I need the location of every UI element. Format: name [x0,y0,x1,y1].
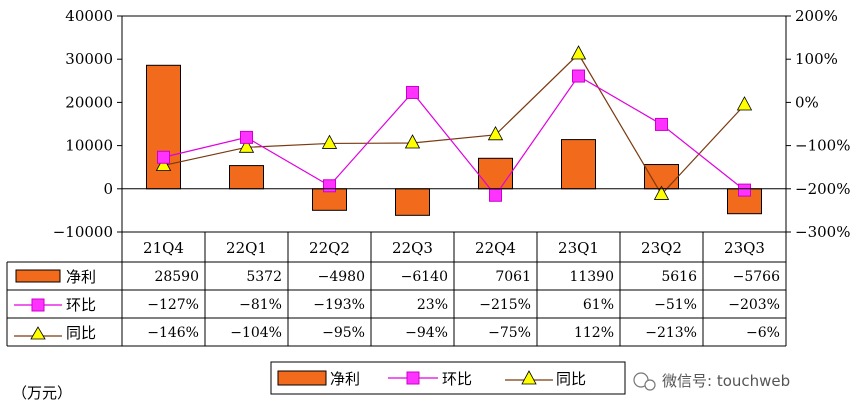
row-key-net-profit [15,269,61,283]
yoy-line [163,53,745,196]
yoy-marker [155,156,172,171]
table-cell: −203% [728,297,780,313]
right-axis-tick-label: −300% [795,223,850,241]
legend-key-net-profit [277,370,327,386]
left-axis-tick-label: 0 [103,180,113,198]
net-profit-bar [478,157,513,190]
x-tick-label: 23Q3 [724,239,765,257]
table-cell: 11390 [569,269,614,285]
qoq-line [163,75,745,197]
yoy-marker [570,45,587,60]
x-tick-label: 21Q4 [143,239,184,257]
annotations: （万元） 微信号: touchweb [12,372,790,402]
qoq-marker [240,130,253,144]
qoq-marker [572,69,585,83]
legend-label: 净利 [330,370,360,388]
table-cell: 5616 [661,269,697,285]
row-label: 净利 [66,268,96,286]
table-cell: −104% [230,325,282,341]
left-axis-tick-label: −10000 [53,223,113,241]
legend-key-yoy-marker [521,370,537,385]
table-cell: −6% [746,325,780,341]
left-axis-tick-label: 30000 [65,50,113,68]
table-cell: 112% [574,325,614,341]
qoq-marker [406,85,419,99]
table-cell: 23% [417,297,448,313]
right-axis-tick-label: −100% [795,137,850,155]
yoy-marker [736,96,753,111]
row-key-yoy-marker [30,326,46,340]
right-axis-tick-label: 200% [795,7,838,25]
left-axis-tick-label: 40000 [65,7,113,25]
right-axis-tick-label: 100% [795,50,838,68]
plot-area [121,15,787,233]
wechat-icon-bubble [644,379,656,391]
table-cell: 61% [583,297,614,313]
table-cell: −94% [405,325,448,341]
data-table-grid [6,232,787,347]
right-axis-tick-label: −200% [795,180,850,198]
net-profit-bar [644,164,679,190]
x-tick-label: 22Q2 [309,239,350,257]
table-cell: 28590 [154,269,199,285]
qoq-marker [489,188,502,202]
legend-label: 同比 [556,370,586,388]
table-cell: −75% [488,325,531,341]
table-cell: −146% [147,325,199,341]
table-cell: −81% [239,297,282,313]
table-cell: −213% [645,325,697,341]
net-profit-bar [229,165,264,190]
net-profit-bar [395,188,430,216]
table-cell: −215% [479,297,531,313]
x-tick-label: 23Q1 [558,239,599,257]
table-cell: 7061 [495,269,531,285]
table-cell: −127% [147,297,199,313]
data-table: 21Q4 22Q1 22Q2 22Q3 22Q4 23Q1 23Q2 23Q3 净利 28590 5… [14,239,780,342]
yoy-marker [238,138,255,153]
legend-box [270,361,626,395]
qoq-marker [157,150,170,164]
net-profit-bar [561,139,596,190]
row-label: 环比 [66,296,96,314]
x-tick-label: 22Q1 [226,239,267,257]
bar-series [146,64,762,216]
plot-frame [121,15,787,233]
table-cell: −95% [322,325,365,341]
left-axis-tick-label: 10000 [65,137,113,155]
unit-label: （万元） [12,384,72,402]
table-cell: −193% [313,297,365,313]
table-cell: −51% [654,297,697,313]
x-tick-label: 22Q4 [475,239,516,257]
watermark: 微信号: touchweb [662,372,790,390]
yoy-marker [487,125,504,141]
axes: −10000 0 10000 20000 30000 40000 −300% −200% −10… [53,7,851,241]
right-axis-tick-label: 0% [795,93,819,111]
x-tick-label: 22Q3 [392,239,433,257]
yoy-marker [653,185,670,200]
qoq-marker [323,179,336,193]
qoq-marker [655,117,668,131]
row-label: 同比 [66,324,96,342]
legend-label: 环比 [442,370,472,388]
qoq-marker [738,183,751,197]
table-cell: −4980 [318,269,365,285]
row-key-qoq-marker [31,298,45,312]
yoy-marker [404,134,421,149]
yoy-marker [321,134,338,149]
legend: 净利 环比 同比 [270,361,626,395]
line-series [155,45,753,202]
table-cell: 5372 [246,269,282,285]
left-axis-tick-label: 20000 [65,93,113,111]
table-cell: −5766 [733,269,780,285]
legend-key-qoq-marker [406,371,420,385]
table-cell: −6140 [401,269,448,285]
x-tick-label: 23Q2 [641,239,682,257]
